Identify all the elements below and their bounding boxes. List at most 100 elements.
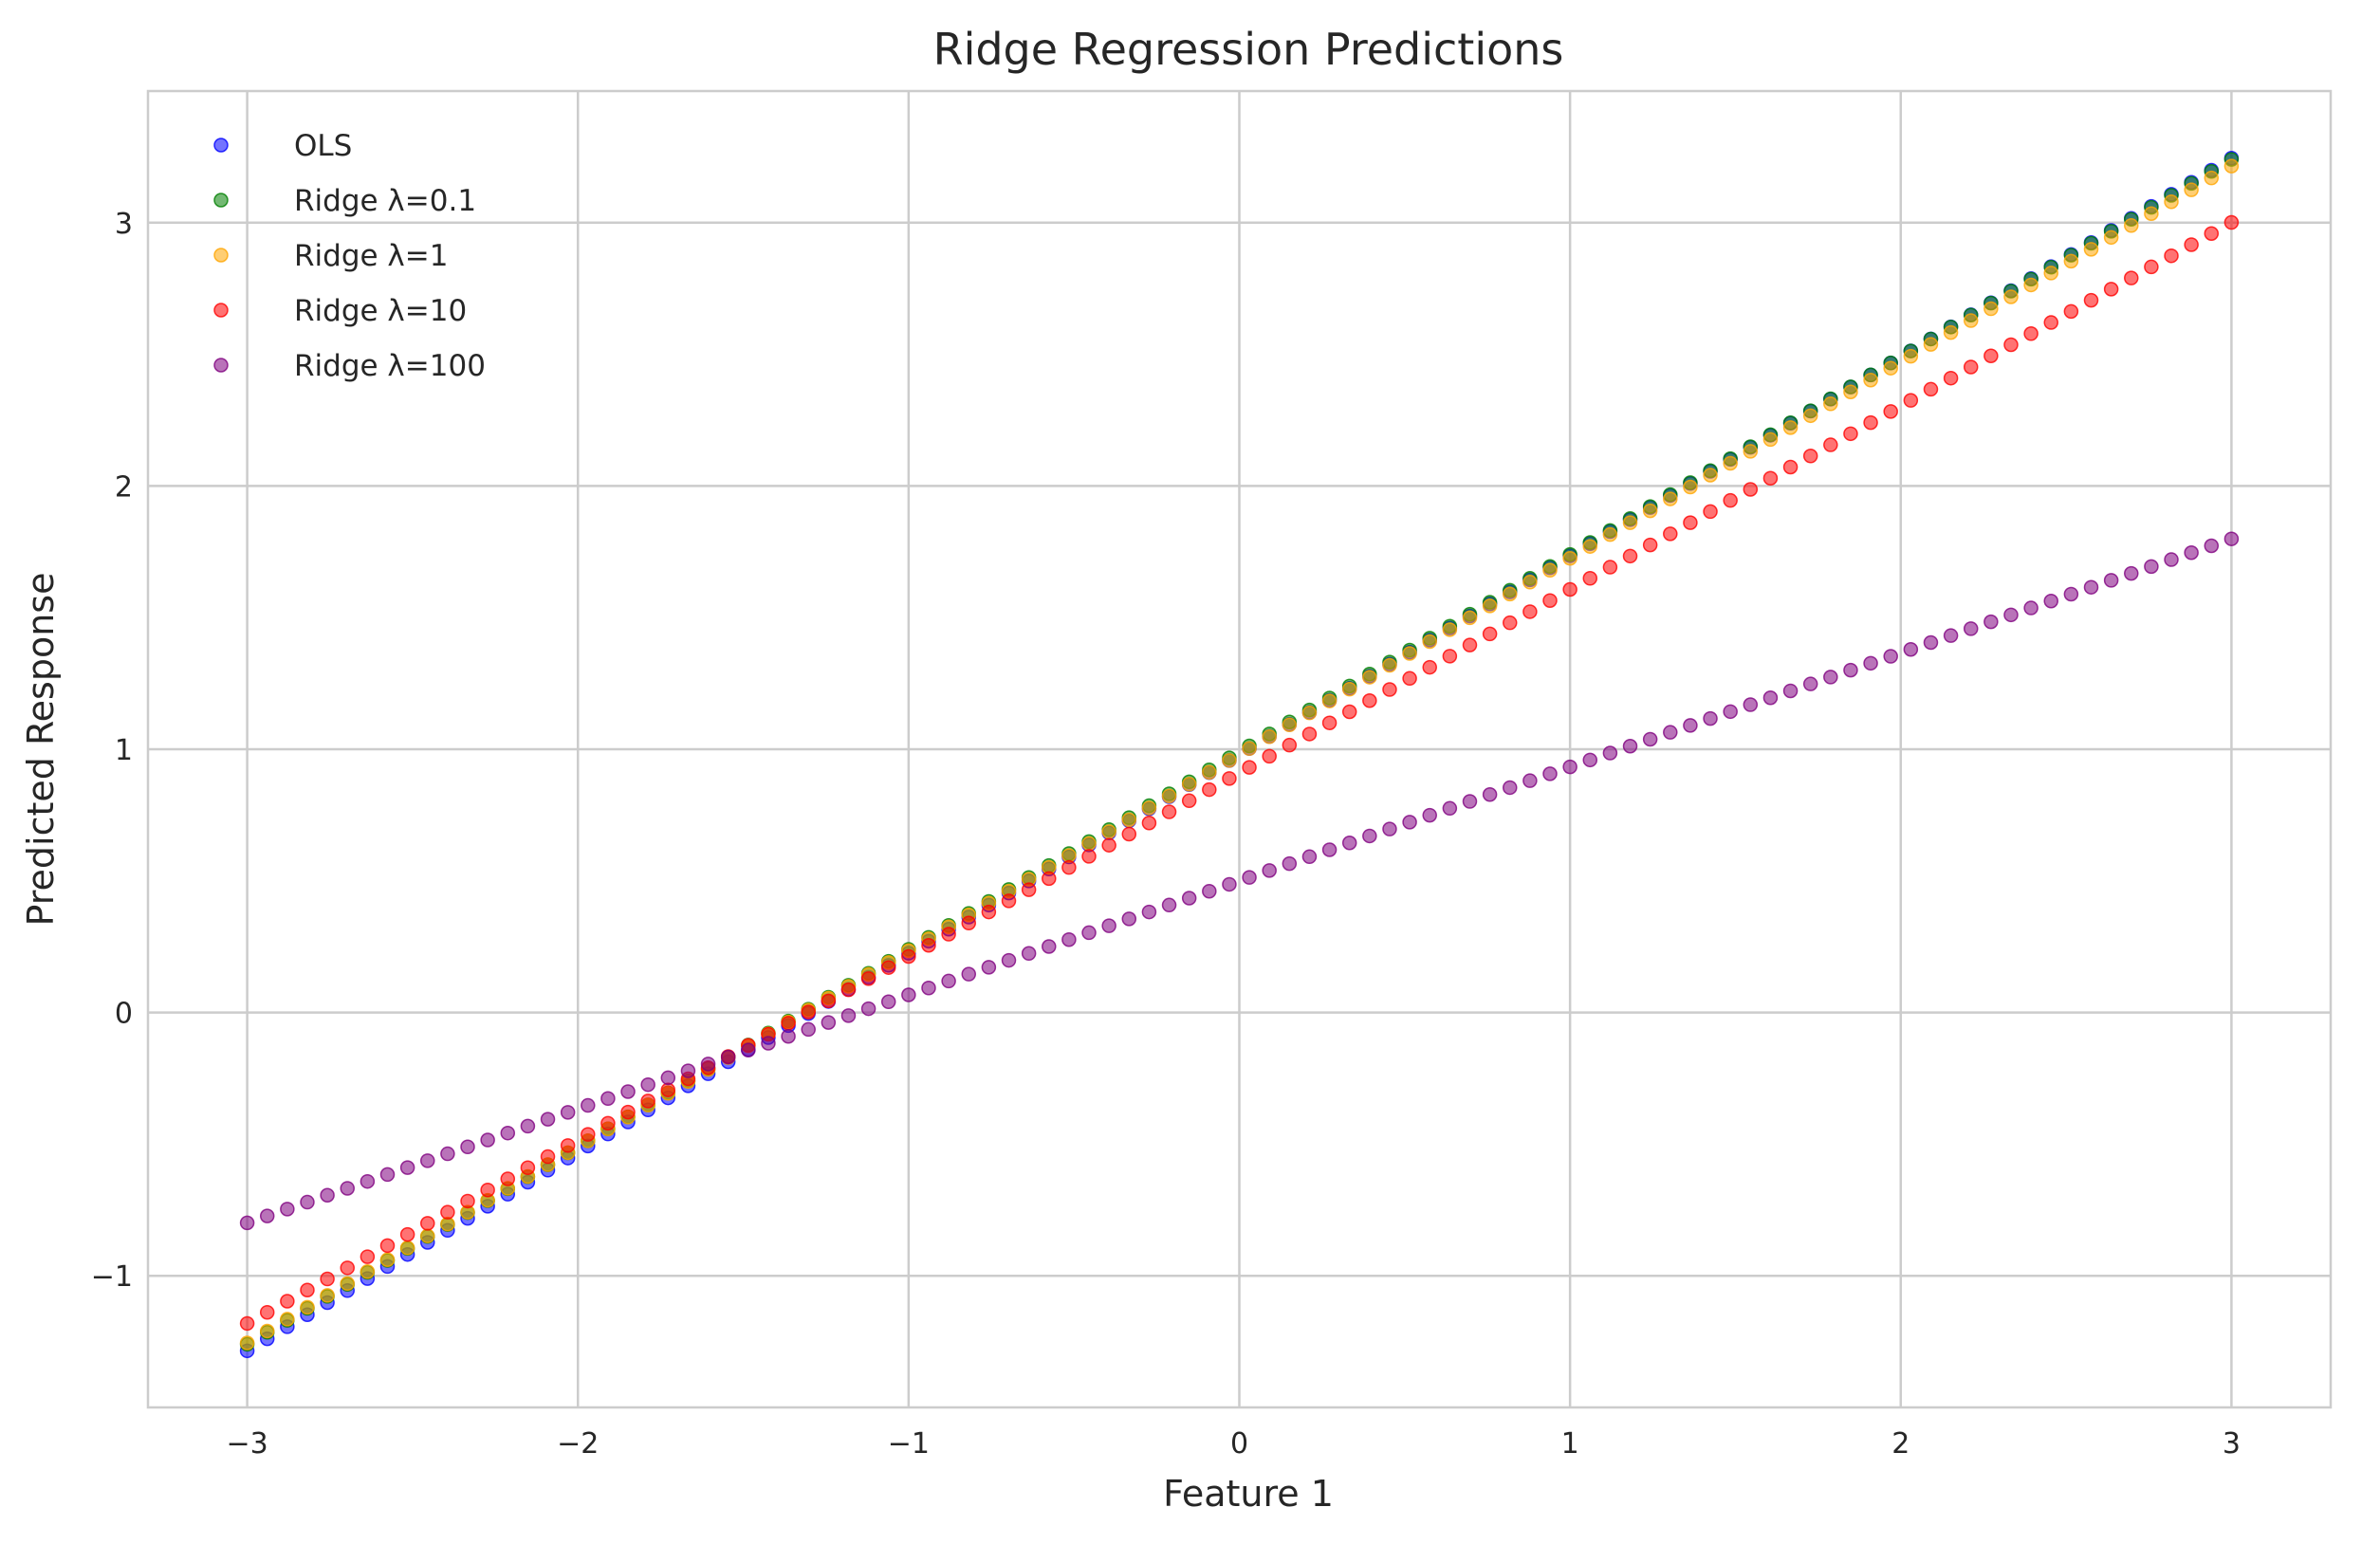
data-point <box>1923 634 1939 651</box>
y-axis-title: Predicted Response <box>20 573 62 927</box>
data-point <box>1161 788 1177 804</box>
data-point <box>2003 289 2019 304</box>
data-point <box>2083 292 2099 308</box>
data-point <box>1121 826 1137 842</box>
data-point <box>239 1315 255 1332</box>
data-point <box>1923 337 1939 352</box>
data-point <box>941 973 956 989</box>
x-tick-label: 3 <box>2223 1427 2241 1461</box>
legend-label: Ridge λ=10 <box>294 294 467 328</box>
data-point <box>2043 594 2058 609</box>
data-point <box>300 1282 315 1298</box>
data-point <box>480 1132 495 1148</box>
data-point <box>2204 538 2220 554</box>
data-point <box>320 1271 335 1287</box>
data-point <box>1703 710 1718 726</box>
data-point <box>620 1104 636 1120</box>
data-point <box>1362 828 1377 844</box>
data-point <box>1422 634 1437 650</box>
data-point <box>399 1226 415 1242</box>
data-point <box>2063 586 2079 602</box>
data-point <box>2184 237 2199 252</box>
data-point <box>1442 622 1458 637</box>
data-point <box>1542 562 1558 579</box>
data-point <box>420 1228 435 1243</box>
data-point <box>1663 526 1678 542</box>
data-point <box>1141 816 1157 831</box>
data-point <box>1262 863 1277 878</box>
data-point <box>1442 649 1458 664</box>
data-point <box>2164 248 2179 264</box>
data-point <box>540 1112 556 1127</box>
data-point <box>1282 717 1298 732</box>
data-point <box>1762 690 1779 706</box>
data-point <box>1782 683 1799 699</box>
data-point <box>981 904 997 920</box>
data-point <box>921 937 936 953</box>
data-point <box>2144 206 2159 222</box>
data-point <box>941 927 956 942</box>
data-point <box>2223 158 2240 174</box>
data-point <box>1522 773 1538 788</box>
data-point <box>320 1187 335 1204</box>
data-point <box>1502 586 1518 602</box>
data-point <box>2184 182 2199 197</box>
data-point <box>901 948 916 965</box>
data-point <box>660 1082 676 1097</box>
y-tick-label: 3 <box>115 208 133 241</box>
data-point <box>379 1167 396 1183</box>
data-point <box>1562 581 1577 597</box>
data-point <box>840 982 857 998</box>
data-point <box>1903 348 1919 364</box>
data-point <box>1943 370 1959 386</box>
data-point <box>300 1299 315 1315</box>
data-point <box>1341 704 1357 720</box>
grid <box>148 91 2331 1407</box>
data-point <box>1301 705 1318 721</box>
data-point <box>2124 565 2139 581</box>
data-point <box>1843 662 1858 678</box>
data-point <box>761 1036 776 1051</box>
data-point <box>1282 737 1298 753</box>
x-axis-title: Feature 1 <box>1163 1473 1334 1515</box>
data-point <box>1823 437 1838 452</box>
data-point <box>1242 870 1257 885</box>
data-point <box>1382 682 1397 697</box>
data-point <box>1061 859 1077 875</box>
data-point <box>360 1173 376 1189</box>
data-point <box>1802 449 1818 464</box>
data-point <box>961 915 977 931</box>
data-point <box>1101 824 1116 839</box>
data-point <box>1562 759 1577 775</box>
data-point <box>821 1015 837 1030</box>
data-point <box>520 1160 536 1176</box>
data-point <box>1121 812 1137 828</box>
data-point <box>1903 642 1919 657</box>
data-point <box>460 1193 475 1209</box>
data-point <box>620 1084 636 1099</box>
data-point <box>1081 849 1097 864</box>
data-point <box>1202 781 1217 798</box>
data-point <box>1743 697 1759 712</box>
data-point <box>1141 800 1157 816</box>
data-point <box>1622 515 1638 530</box>
data-point <box>1863 655 1878 671</box>
data-point <box>660 1070 676 1086</box>
data-point <box>1222 771 1237 786</box>
data-point <box>1482 786 1498 802</box>
data-point <box>2204 226 2220 241</box>
data-point <box>1061 931 1077 947</box>
data-point <box>2063 253 2079 269</box>
data-point <box>1723 704 1738 720</box>
data-point <box>1883 404 1898 419</box>
data-point <box>1542 593 1558 608</box>
data-point <box>1482 598 1498 614</box>
data-point <box>2063 303 2079 320</box>
data-point <box>1081 925 1097 941</box>
data-point <box>1181 891 1197 906</box>
data-point <box>1242 760 1257 775</box>
data-point <box>680 1063 696 1078</box>
data-point <box>1602 560 1618 575</box>
data-point <box>1963 313 1979 328</box>
